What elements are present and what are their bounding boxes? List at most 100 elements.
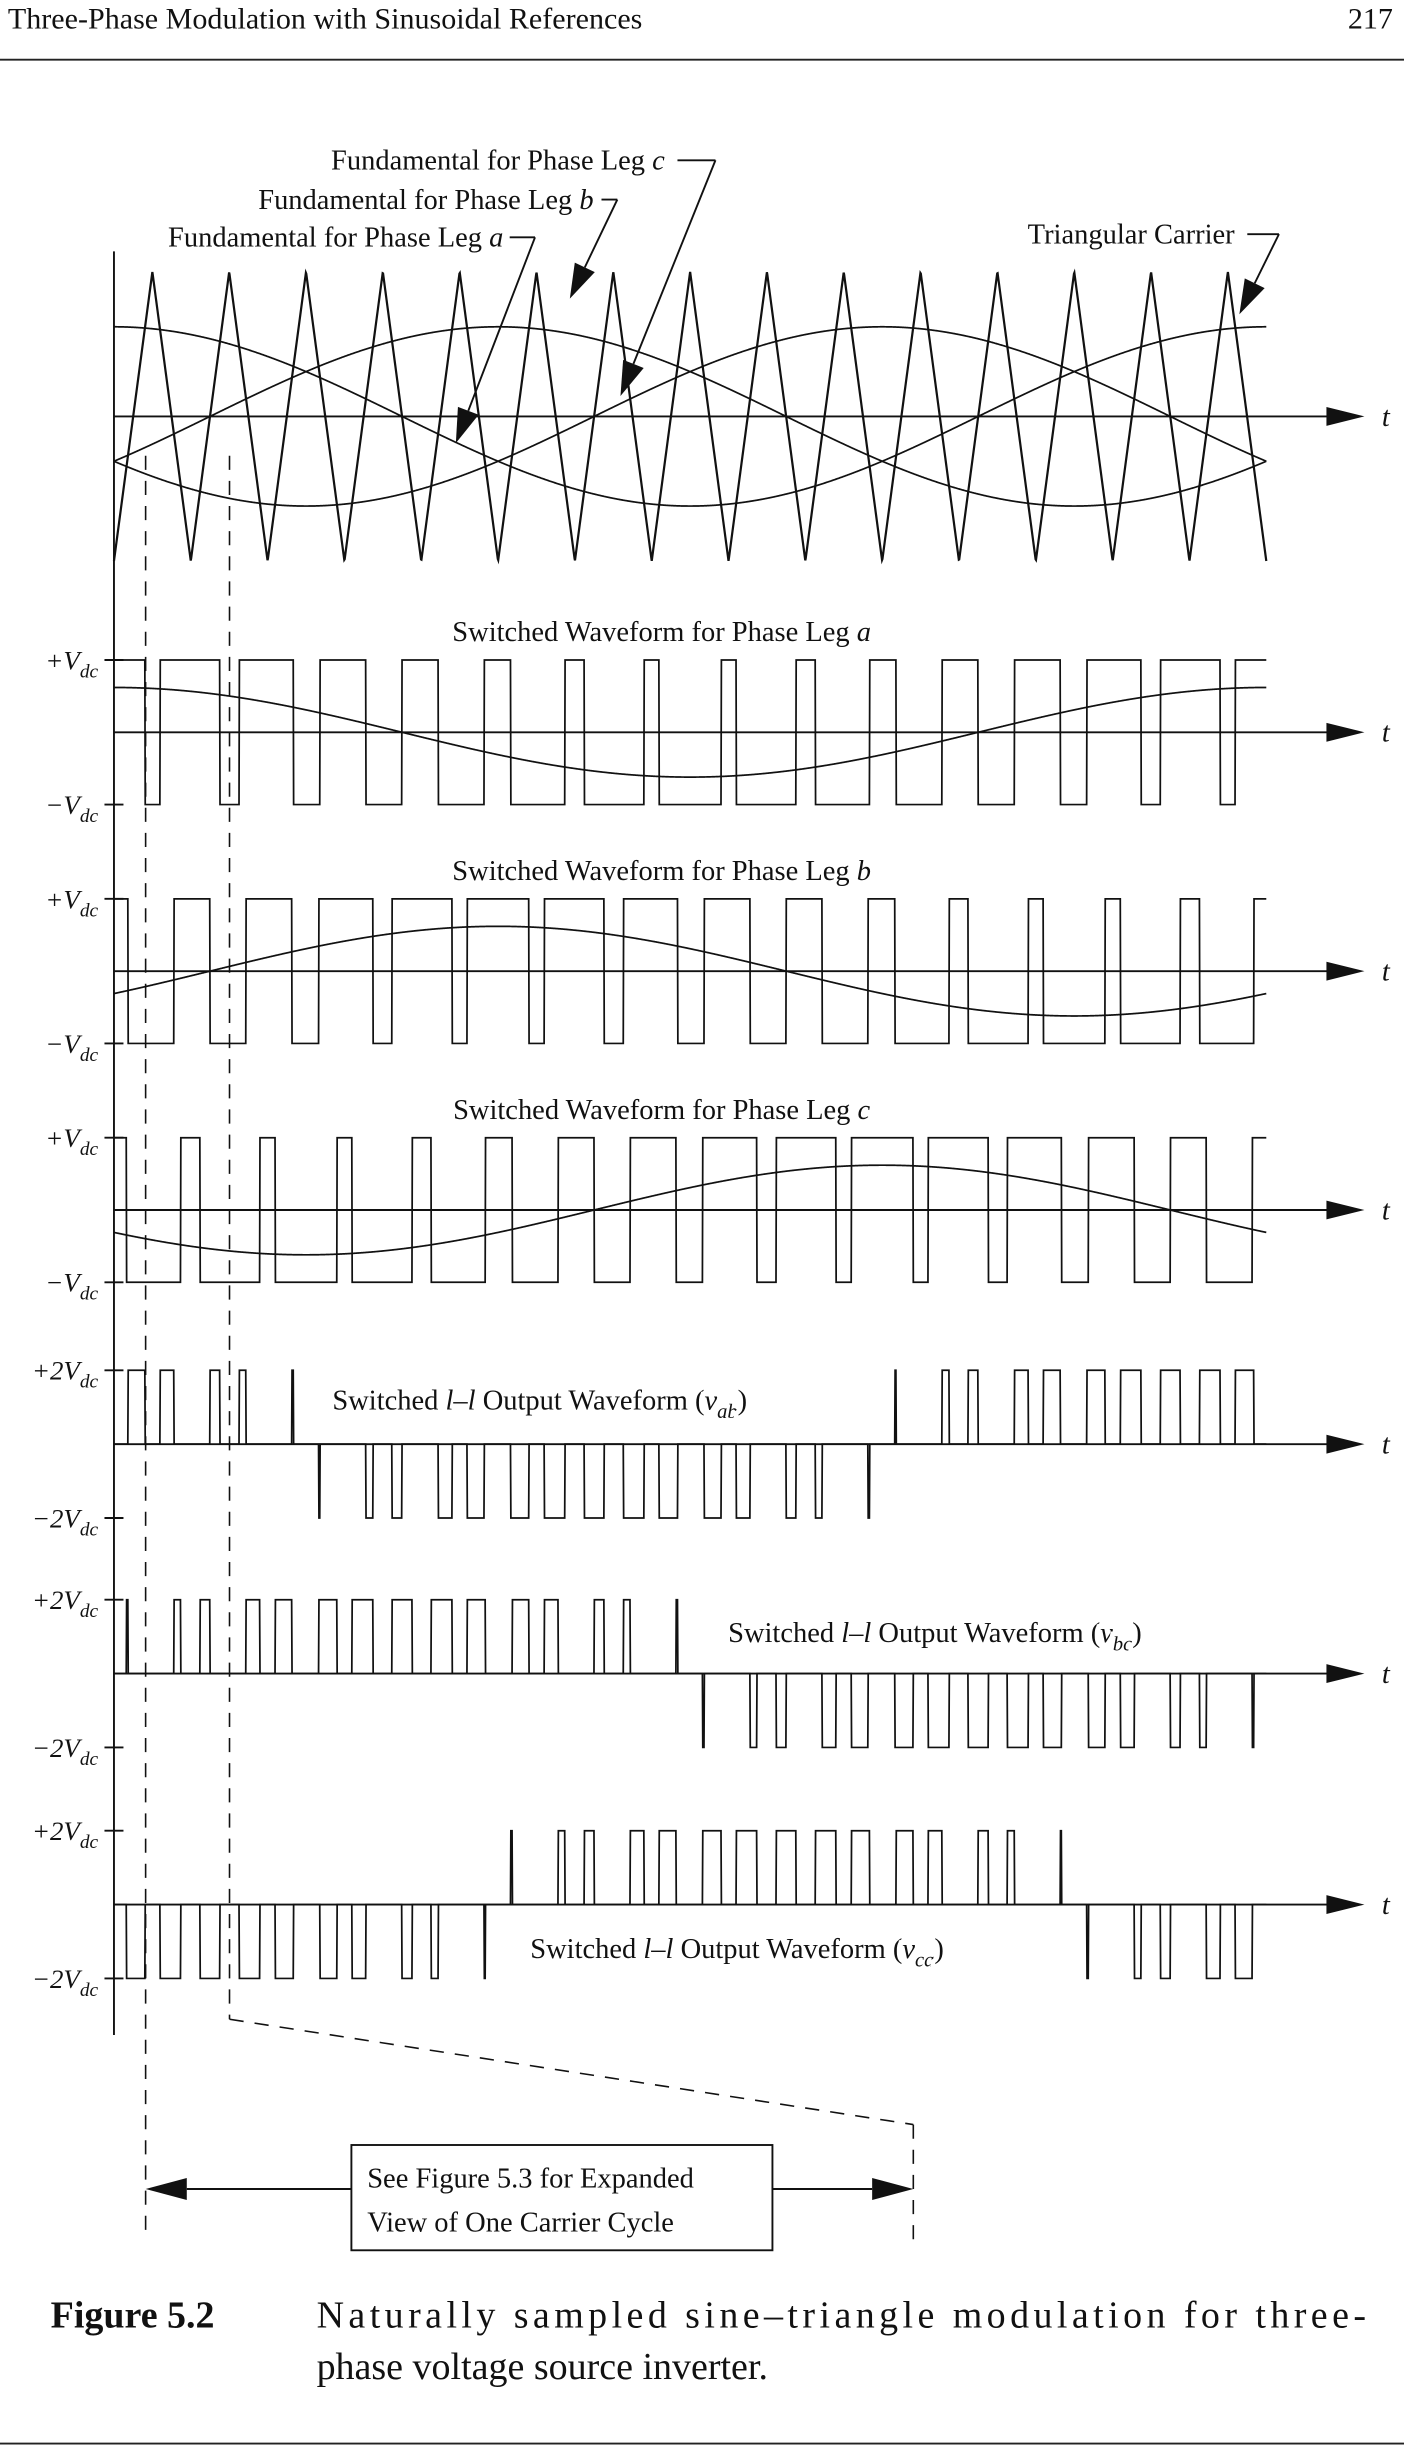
line-line-waveform	[113, 1598, 1267, 1749]
time-label: t	[1382, 1196, 1391, 1227]
level-label: −Vdc	[45, 1268, 98, 1305]
text-part: Figure 5.2	[51, 2294, 215, 2336]
level-label: +Vdc	[45, 646, 98, 683]
text-part: dc	[80, 806, 99, 827]
time-axis-arrow	[1326, 1200, 1365, 1220]
time-label: t	[1382, 1890, 1391, 1921]
text-part: a	[857, 617, 871, 648]
text-part: Fundamental for Phase Leg	[168, 223, 489, 254]
text-part: b	[857, 856, 871, 887]
text-part: dc	[80, 1284, 99, 1305]
text-part: Triangular Carrier	[1028, 220, 1235, 251]
text-part: dc	[80, 900, 99, 921]
triangular-carrier	[112, 268, 1268, 565]
text-part: +2V	[32, 1816, 83, 1846]
note-box	[350, 2144, 774, 2252]
annotation-arrow-carrier-shaft	[1253, 233, 1280, 284]
text-part: dc	[80, 1832, 99, 1853]
annotation-arrow-b-shaft	[583, 199, 619, 268]
annotation: Fundamental for Phase Leg b	[258, 185, 593, 216]
caption-text: phase voltage source inverter.	[317, 2346, 768, 2388]
text-part: )	[934, 1934, 943, 1965]
annotation: Fundamental for Phase Leg a	[168, 223, 503, 254]
level-label: +Vdc	[45, 1123, 98, 1160]
annotation-arrow-carrier-head	[1239, 278, 1265, 315]
switched-waveform	[113, 659, 1267, 806]
panel-title: Switched l–l Output Waveform (vab)	[332, 1386, 747, 1423]
annotation: Fundamental for Phase Leg c	[331, 146, 665, 177]
panel-title: Switched Waveform for Phase Leg b	[452, 856, 871, 887]
text-part: dc	[80, 1139, 99, 1160]
text-part: Fundamental for Phase Leg	[258, 185, 579, 216]
text-part: v	[705, 1386, 718, 1417]
text-part: dc	[80, 1601, 99, 1622]
reference	[113, 1164, 1267, 1256]
time-label: t	[1382, 718, 1391, 749]
text-part: bc	[1113, 1634, 1132, 1656]
level-label: −2Vdc	[32, 1504, 99, 1541]
annotation-arrow-a-head	[455, 406, 479, 444]
text-part: c	[858, 1095, 871, 1126]
level-label: −2Vdc	[32, 1733, 99, 1770]
page-number: 217	[1348, 2, 1393, 35]
text-part: t	[1382, 1890, 1391, 1921]
dashed-guide	[229, 2018, 914, 2126]
note-text: View of One Carrier Cycle	[367, 2208, 674, 2239]
text-part: l–l	[841, 1618, 871, 1649]
note-arrow-left-head	[145, 2178, 187, 2200]
note-text: See Figure 5.3 for Expanded	[367, 2164, 694, 2195]
note-arrow-right-head	[872, 2178, 914, 2200]
text-part: dc	[80, 1045, 99, 1066]
text-part: t	[1382, 402, 1391, 433]
text-part: Output Waveform (	[673, 1934, 902, 1965]
text-part: l–l	[643, 1934, 673, 1965]
caption-text: Naturally sampled sine–triangle modulati…	[317, 2294, 1366, 2336]
time-label: t	[1382, 1659, 1391, 1690]
text-part: Switched Waveform for Phase Leg	[453, 1095, 857, 1126]
text-part: +V	[45, 646, 82, 676]
level-label: +2Vdc	[32, 1356, 99, 1393]
text-part: Fundamental for Phase Leg	[331, 146, 652, 177]
text-part: t	[1382, 1430, 1391, 1461]
text-part: +V	[45, 884, 82, 914]
text-part: phase voltage source inverter.	[317, 2346, 768, 2388]
time-label: t	[1382, 402, 1391, 433]
text-part: −2V	[32, 1733, 83, 1763]
text-part: )	[738, 1386, 747, 1417]
text-part: View of One Carrier Cycle	[367, 2208, 674, 2239]
level-label: +Vdc	[45, 884, 98, 921]
caption-label: Figure 5.2	[51, 2294, 215, 2336]
text-part: dc	[80, 1749, 99, 1770]
text-part: −2V	[32, 1964, 83, 1994]
fundamental-2	[113, 325, 1267, 507]
text-part: +2V	[32, 1356, 83, 1386]
text-part: l–l	[446, 1386, 476, 1417]
text-part: −2V	[32, 1504, 83, 1534]
time-axis-arrow	[1326, 1895, 1365, 1914]
text-part: b	[579, 185, 593, 216]
text-part: dc	[80, 1372, 99, 1393]
level-label: −2Vdc	[32, 1964, 99, 2001]
annotation: Triangular Carrier	[1028, 220, 1235, 251]
text-part: Switched Waveform for Phase Leg	[452, 617, 856, 648]
level-label: +2Vdc	[32, 1585, 99, 1622]
panel-title: Switched l–l Output Waveform (vbc)	[728, 1618, 1142, 1655]
text-part: Switched	[530, 1934, 643, 1965]
annotation-arrow-a-shaft	[467, 236, 536, 412]
time-axis-arrow	[1326, 1664, 1365, 1683]
level-label: −Vdc	[45, 1029, 98, 1066]
panel-title: Switched Waveform for Phase Leg a	[452, 617, 871, 648]
text-part: a	[489, 223, 503, 254]
time-axis-arrow	[1326, 1434, 1365, 1454]
text-part: t	[1382, 1196, 1391, 1227]
annotation-arrow-b-head	[569, 262, 595, 299]
text-part: Switched Waveform for Phase Leg	[452, 856, 856, 887]
text-part: c	[652, 146, 665, 177]
running-title: Three-Phase Modulation with Sinusoidal R…	[8, 2, 642, 35]
text-part: dc	[80, 662, 99, 683]
text-part: −V	[45, 1029, 82, 1059]
reference	[113, 925, 1267, 1017]
text-part: −V	[45, 1268, 82, 1298]
level-label: −Vdc	[45, 790, 98, 827]
